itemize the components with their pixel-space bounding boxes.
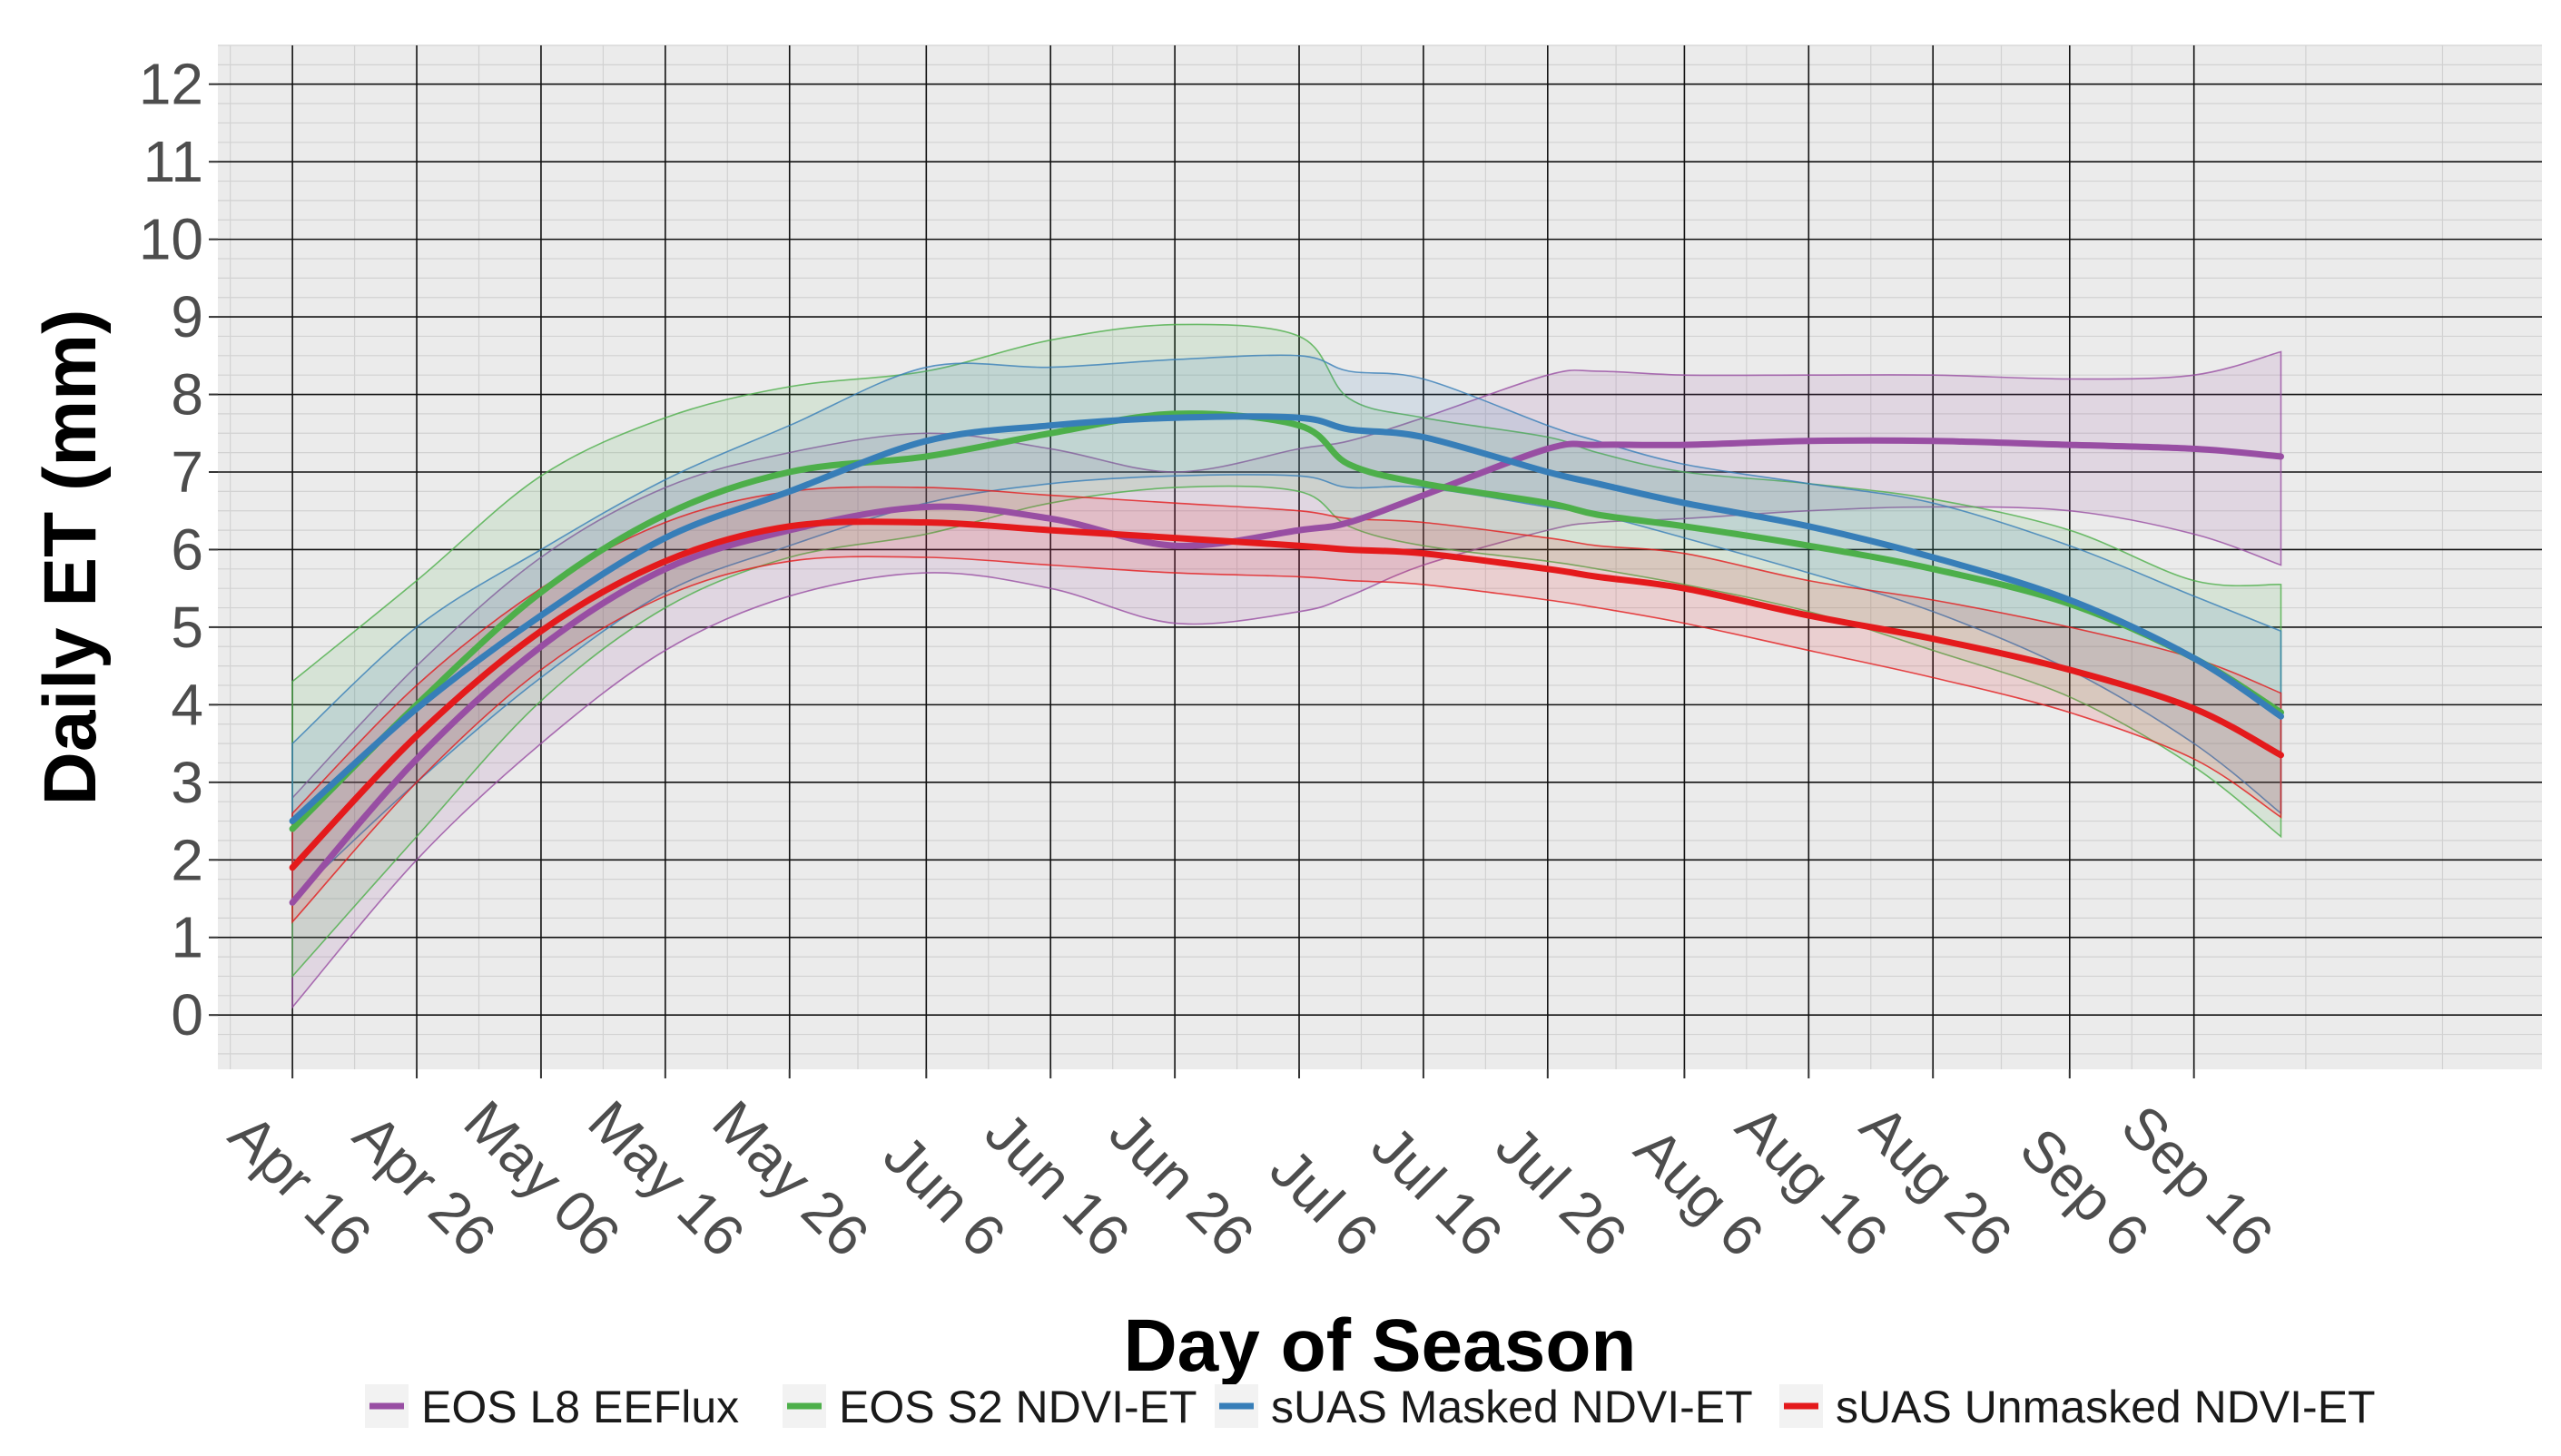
band-eos-l8-eeflux (291, 350, 2282, 1009)
y-tick-label: 7 (171, 439, 203, 505)
y-tick-label: 11 (143, 129, 203, 194)
series-lines (289, 410, 2284, 906)
y-tick-label: 3 (171, 750, 203, 815)
legend-label-suas-unmasked-ndvi-et: sUAS Unmasked NDVI-ET (1836, 1382, 2376, 1432)
y-tick-label: 1 (171, 905, 203, 970)
y-axis-title: Daily ET (mm) (29, 310, 112, 806)
x-tick-label: Apr 16 (217, 1102, 384, 1269)
line-suas-unmasked-ndvi-et (289, 518, 2284, 871)
band-eos-s2-ndvi-et (291, 323, 2282, 979)
legend-label-suas-masked-ndvi-et: sUAS Masked NDVI-ET (1271, 1382, 1753, 1432)
y-tick-label: 2 (171, 827, 203, 892)
line-eos-s2-ndvi-et (289, 410, 2284, 832)
y-tick-label: 5 (171, 595, 203, 660)
legend-label-eos-l8-eeflux: EOS L8 EEFlux (421, 1382, 739, 1432)
legend-label-eos-s2-ndvi-et: EOS S2 NDVI-ET (839, 1382, 1197, 1432)
legend: EOS L8 EEFlux EOS S2 NDVI-ET sUAS Masked N… (365, 1382, 2376, 1432)
line-suas-masked-ndvi-et (289, 413, 2284, 824)
y-tick-label: 4 (171, 672, 203, 737)
x-axis-title: Day of Season (1123, 1304, 1636, 1387)
y-tick-label: 8 (171, 362, 203, 428)
y-tick-label: 9 (171, 284, 203, 349)
x-tick-label: Jun 26 (1097, 1099, 1266, 1269)
y-tick-label: 6 (171, 516, 203, 582)
y-tick-label: 12 (139, 52, 203, 117)
band-suas-unmasked-ndvi-et (291, 486, 2282, 924)
y-tick-label: 0 (171, 982, 203, 1048)
x-tick-label: Jul 26 (1483, 1113, 1640, 1269)
x-tick-label: Jul 16 (1359, 1113, 1515, 1269)
y-tick-label: 10 (139, 207, 203, 272)
line-eos-l8-eeflux (289, 437, 2284, 906)
